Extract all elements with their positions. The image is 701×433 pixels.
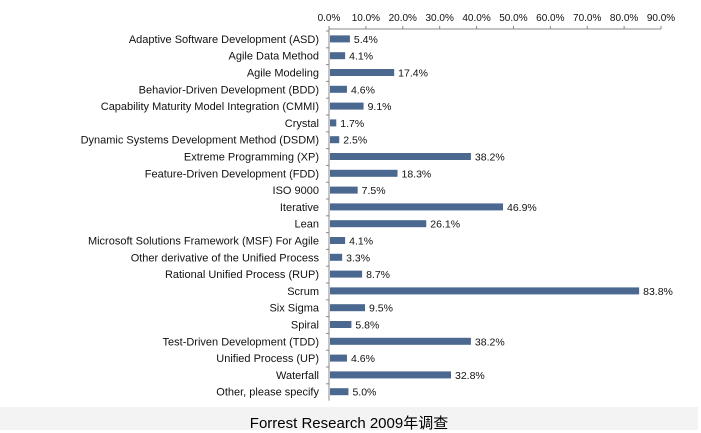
x-tick-label: 60.0% <box>536 13 564 24</box>
category-label: Agile Data Method <box>229 51 320 63</box>
category-label: Lean <box>295 219 319 231</box>
data-label: 8.7% <box>366 269 390 281</box>
bar <box>330 321 352 328</box>
data-label: 9.5% <box>369 303 393 315</box>
category-label: Capability Maturity Model Integration (C… <box>101 101 319 113</box>
category-label: ISO 9000 <box>273 185 319 197</box>
x-tick-label: 0.0% <box>318 13 341 24</box>
bar <box>330 52 346 60</box>
bar <box>330 69 395 76</box>
data-label: 3.3% <box>346 252 370 264</box>
bar <box>330 371 451 379</box>
bar <box>330 337 471 345</box>
bar-chart: 0.0% 10.0% 20.0% 30.0% 40.0% 50.0% 60.0% 70.0% 8… <box>81 13 675 401</box>
category-label: Agile Modeling <box>247 68 319 80</box>
bar <box>330 119 337 127</box>
category-label: Six Sigma <box>269 303 319 315</box>
data-label: 4.1% <box>349 236 373 248</box>
bar <box>330 304 366 312</box>
caption-bar: Forrest Research 2009年调查 <box>0 407 698 432</box>
x-tick-label: 10.0% <box>352 13 380 24</box>
bar <box>330 220 427 228</box>
data-label: 4.1% <box>349 51 373 63</box>
category-label: Test-Driven Development (TDD) <box>163 336 319 348</box>
category-label: Dynamic Systems Development Method (DSDM… <box>81 135 319 147</box>
bar <box>330 102 364 110</box>
bar <box>330 35 350 43</box>
category-label: Rational Unified Process (RUP) <box>165 269 319 281</box>
data-label: 4.6% <box>351 84 375 96</box>
data-label: 1.7% <box>340 118 364 130</box>
bar <box>330 136 340 144</box>
data-label: 18.3% <box>402 168 432 180</box>
x-tick-label: 20.0% <box>389 13 417 24</box>
category-label: Extreme Programming (XP) <box>184 152 319 164</box>
bar <box>330 388 349 396</box>
data-label: 26.1% <box>430 219 460 231</box>
data-label: 7.5% <box>362 185 386 197</box>
category-label: Crystal <box>285 118 319 130</box>
data-label: 4.6% <box>351 353 375 365</box>
x-tick-label: 40.0% <box>462 13 490 24</box>
bar <box>330 186 358 194</box>
data-label: 38.2% <box>475 336 505 348</box>
data-label: 38.2% <box>475 152 505 164</box>
data-label: 5.4% <box>354 34 378 46</box>
bar <box>330 153 471 160</box>
data-label: 17.4% <box>398 68 428 80</box>
data-label: 2.5% <box>343 135 367 147</box>
bar <box>330 203 504 211</box>
bar <box>330 253 343 261</box>
data-label: 83.8% <box>643 286 673 298</box>
category-label: Scrum <box>287 286 319 298</box>
x-tick-label: 80.0% <box>610 13 638 24</box>
category-label: Feature-Driven Development (FDD) <box>145 168 319 180</box>
bar <box>330 169 398 177</box>
data-label: 5.8% <box>355 320 379 332</box>
category-label: Adaptive Software Development (ASD) <box>129 34 319 46</box>
bar <box>330 354 347 362</box>
category-label: Behavior-Driven Development (BDD) <box>139 84 319 96</box>
bar <box>330 287 640 295</box>
category-label: Iterative <box>280 202 319 214</box>
category-label: Other derivative of the Unified Process <box>131 252 320 264</box>
bar <box>330 85 347 93</box>
bar <box>330 270 363 278</box>
category-label: Spiral <box>291 320 319 332</box>
x-tick-label: 70.0% <box>573 13 601 24</box>
data-label: 9.1% <box>368 101 392 113</box>
x-tick-label: 90.0% <box>647 13 675 24</box>
category-label: Waterfall <box>276 370 319 382</box>
category-label: Microsoft Solutions Framework (MSF) For … <box>88 236 319 248</box>
category-label: Unified Process (UP) <box>216 353 319 365</box>
data-label: 5.0% <box>352 387 376 399</box>
bar <box>330 237 346 244</box>
x-tick-label: 30.0% <box>425 13 453 24</box>
chart-caption: Forrest Research 2009年调查 <box>249 415 449 432</box>
category-label: Other, please specify <box>216 387 319 399</box>
data-label: 46.9% <box>507 202 537 214</box>
x-tick-label: 50.0% <box>499 13 527 24</box>
data-label: 32.8% <box>455 370 485 382</box>
